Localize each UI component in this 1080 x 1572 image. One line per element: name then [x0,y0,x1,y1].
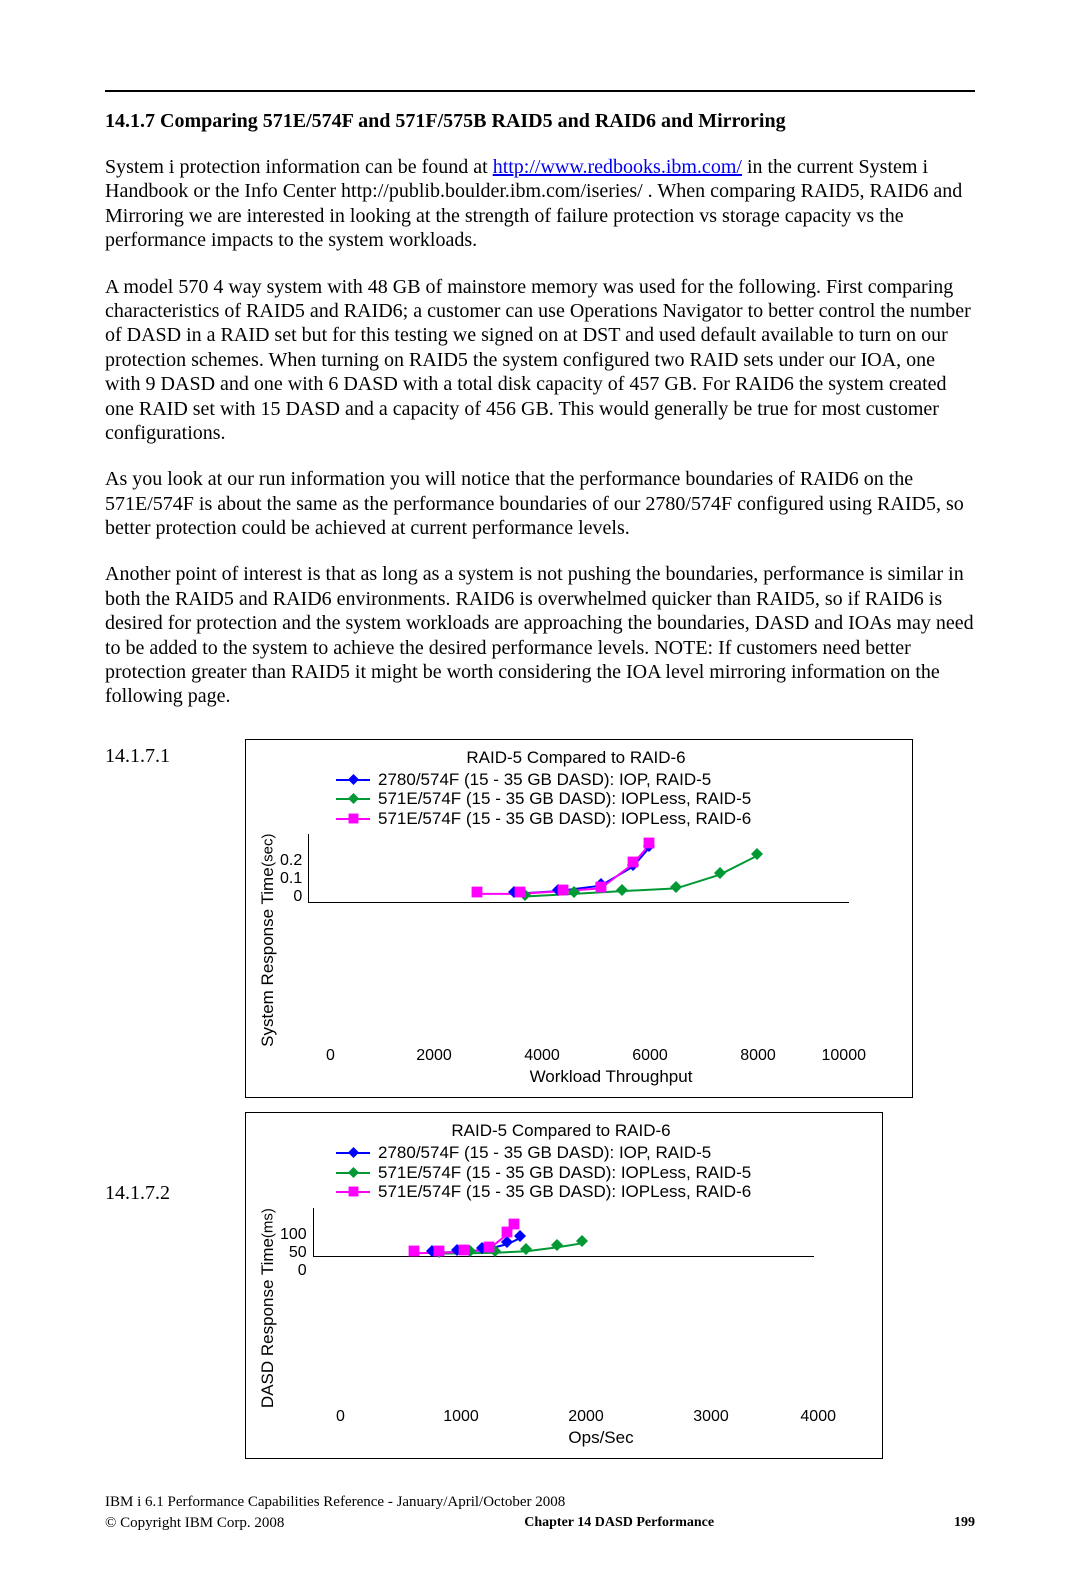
x-tick-label: 2000 [524,1408,649,1426]
y-ticks: .100500 [280,1208,313,1256]
y-tick-label: 50 [280,1244,307,1262]
legend-item: 571E/574F (15 - 35 GB DASD): IOPLess, RA… [336,789,896,809]
legend-swatch [336,812,370,826]
footer-page: 199 [954,1515,975,1532]
legend-swatch [336,1166,370,1180]
figure-2-row: 14.1.7.2 RAID-5 Compared to RAID-6 2780/… [105,1112,975,1459]
legend-label: 571E/574F (15 - 35 GB DASD): IOPLess, RA… [378,789,751,809]
plot-wrap: DASD Response Time(ms) .100500 [256,1208,866,1408]
data-marker [751,847,763,865]
data-marker [551,1238,563,1256]
y-tick-label: 0.1 [280,870,302,888]
x-tick-label: 10000 [812,1047,866,1065]
footer: IBM i 6.1 Performance Capabilities Refer… [105,1494,975,1532]
data-marker [471,885,483,903]
footer-copyright: © Copyright IBM Corp. 2008 [105,1515,284,1532]
x-axis-label: Ops/Sec [336,1428,866,1448]
data-marker [514,885,526,903]
data-marker [568,885,580,903]
x-tick-label: 0 [326,1047,380,1065]
data-marker [576,1234,588,1252]
legend-item: 571E/574F (15 - 35 GB DASD): IOPLess, RA… [336,1163,866,1183]
data-marker [643,836,655,854]
paragraph-1: System i protection information can be f… [105,155,975,253]
data-marker [433,1244,445,1262]
legend-label: 2780/574F (15 - 35 GB DASD): IOP, RAID-5 [378,1143,711,1163]
figure-1-label: 14.1.7.1 [105,739,245,768]
x-axis-label: Workload Throughput [326,1067,896,1087]
data-marker [670,880,682,898]
legend-swatch [336,1185,370,1199]
legend-label: 571E/574F (15 - 35 GB DASD): IOPLess, RA… [378,1163,751,1183]
chart-2: RAID-5 Compared to RAID-6 2780/574F (15 … [245,1112,883,1459]
data-marker [627,855,639,873]
y-tick-label: 0.2 [280,852,302,870]
data-marker [458,1243,470,1261]
plot-area [308,834,849,903]
para1-text-a: System i protection information can be f… [105,156,493,178]
y-axis-label: DASD Response Time(ms) [256,1208,280,1408]
legend-item: 571E/574F (15 - 35 GB DASD): IOPLess, RA… [336,809,896,829]
paragraph-3: As you look at our run information you w… [105,467,975,540]
section-heading: 14.1.7 Comparing 571E/574F and 571F/575B… [105,110,975,133]
x-ticks: 01000200030004000 [336,1408,866,1426]
data-marker [595,880,607,898]
data-marker [483,1240,495,1258]
paragraph-4: Another point of interest is that as lon… [105,562,975,708]
top-rule [105,90,975,92]
x-tick-label: 3000 [649,1408,774,1426]
data-marker [408,1244,420,1262]
x-tick-label: 6000 [596,1047,704,1065]
legend-label: 571E/574F (15 - 35 GB DASD): IOPLess, RA… [378,1182,751,1202]
plot-wrap: System Response Time(sec) .0.20.10 [256,834,896,1047]
y-ticks: .0.20.10 [280,834,308,902]
redbooks-link[interactable]: http://www.redbooks.ibm.com/ [493,156,742,178]
x-ticks: 0200040006000800010000 [326,1047,896,1065]
x-tick-label: 4000 [774,1408,837,1426]
legend-swatch [336,1146,370,1160]
chart-title: RAID-5 Compared to RAID-6 [256,1121,866,1141]
paragraph-2: A model 570 4 way system with 48 GB of m… [105,275,975,446]
footer-reference: IBM i 6.1 Performance Capabilities Refer… [105,1494,975,1511]
y-tick-label: 0 [280,888,302,906]
y-tick-label: 0 [280,1262,307,1280]
x-tick-label: 2000 [380,1047,488,1065]
figure-2-label: 14.1.7.2 [105,1112,245,1205]
plot-area [313,1208,814,1257]
y-tick-label: 100 [280,1226,307,1244]
legend-item: 571E/574F (15 - 35 GB DASD): IOPLess, RA… [336,1182,866,1202]
x-tick-label: 8000 [704,1047,812,1065]
legend-label: 2780/574F (15 - 35 GB DASD): IOP, RAID-5 [378,770,711,790]
data-marker [508,1217,520,1235]
chart-1: RAID-5 Compared to RAID-6 2780/574F (15 … [245,739,913,1099]
x-tick-label: 4000 [488,1047,596,1065]
data-marker [520,1242,532,1260]
x-tick-label: 1000 [399,1408,524,1426]
chart-title: RAID-5 Compared to RAID-6 [256,748,896,768]
legend-swatch [336,792,370,806]
figure-1-row: 14.1.7.1 RAID-5 Compared to RAID-6 2780/… [105,739,975,1099]
legend-label: 571E/574F (15 - 35 GB DASD): IOPLess, RA… [378,809,751,829]
chart-legend: 2780/574F (15 - 35 GB DASD): IOP, RAID-5… [336,770,896,829]
chart-legend: 2780/574F (15 - 35 GB DASD): IOP, RAID-5… [336,1143,866,1202]
footer-chapter: Chapter 14 DASD Performance [524,1515,714,1532]
legend-item: 2780/574F (15 - 35 GB DASD): IOP, RAID-5 [336,770,896,790]
y-axis-label: System Response Time(sec) [256,834,280,1047]
data-marker [557,883,569,901]
legend-swatch [336,773,370,787]
legend-item: 2780/574F (15 - 35 GB DASD): IOP, RAID-5 [336,1143,866,1163]
x-tick-label: 0 [336,1408,399,1426]
data-marker [616,883,628,901]
data-marker [714,866,726,884]
